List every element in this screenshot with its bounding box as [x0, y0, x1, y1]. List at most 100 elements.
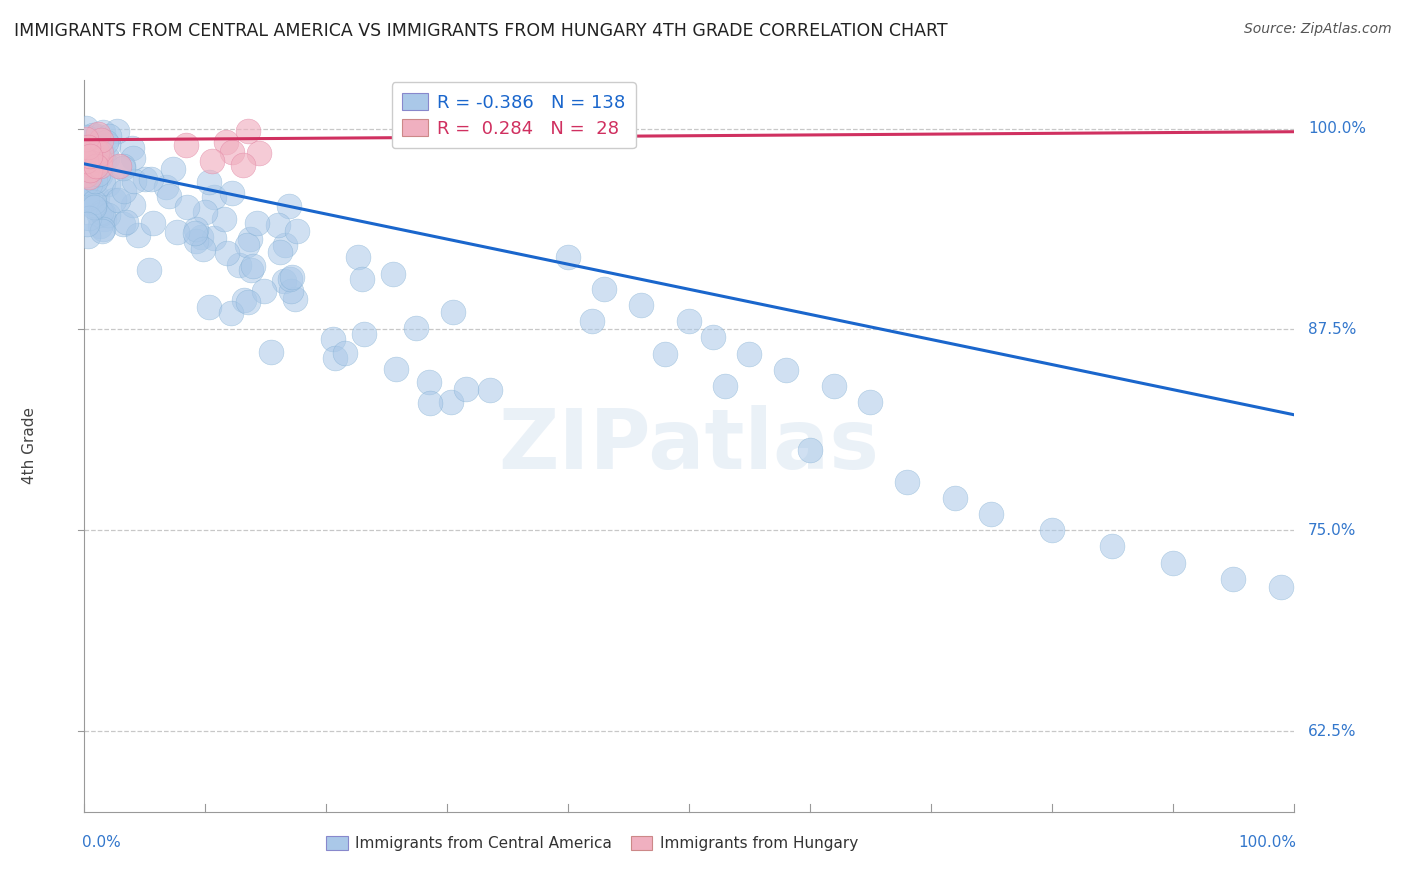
Point — [83, 200, 105, 214]
Point — [76, 154, 98, 169]
Point — [184, 222, 207, 236]
Point — [799, 443, 821, 458]
Point — [238, 295, 260, 310]
Point — [77, 211, 100, 226]
Point — [1222, 572, 1244, 586]
Point — [157, 189, 180, 203]
Point — [221, 145, 243, 160]
Point — [91, 176, 114, 190]
Point — [98, 128, 121, 143]
Point — [83, 198, 105, 212]
Point — [285, 224, 308, 238]
Point — [194, 205, 217, 219]
Text: 75.0%: 75.0% — [1308, 523, 1357, 538]
Point — [198, 301, 221, 315]
Point — [273, 274, 295, 288]
Point — [702, 330, 724, 344]
Point — [87, 167, 110, 181]
Point — [103, 194, 125, 208]
Point — [184, 226, 207, 240]
Point — [166, 225, 188, 239]
Point — [775, 362, 797, 376]
Point — [82, 159, 104, 173]
Point — [236, 124, 259, 138]
Point — [441, 305, 464, 319]
Point — [79, 178, 101, 192]
Point — [82, 128, 104, 142]
Point — [97, 177, 120, 191]
Point — [86, 128, 108, 143]
Point — [215, 135, 238, 149]
Point — [111, 159, 134, 173]
Point — [115, 215, 138, 229]
Point — [738, 346, 761, 360]
Point — [94, 135, 117, 149]
Point — [221, 305, 243, 319]
Point — [79, 163, 101, 178]
Point — [97, 208, 120, 222]
Point — [233, 293, 256, 308]
Point — [76, 192, 98, 206]
Point — [174, 138, 197, 153]
Point — [75, 136, 97, 150]
Point — [242, 259, 264, 273]
Point — [1270, 580, 1292, 594]
Point — [86, 189, 108, 203]
Point — [202, 230, 225, 244]
Point — [239, 263, 262, 277]
Point — [1161, 556, 1184, 570]
Point — [347, 250, 370, 264]
Point — [83, 195, 105, 210]
Text: ZIPatlas: ZIPatlas — [499, 406, 879, 486]
Point — [162, 162, 184, 177]
Point — [80, 150, 103, 164]
Point — [97, 138, 120, 153]
Point — [76, 190, 98, 204]
Point — [91, 221, 114, 235]
Text: 0.0%: 0.0% — [82, 835, 121, 850]
Text: 62.5%: 62.5% — [1308, 723, 1357, 739]
Point — [75, 168, 97, 182]
Point — [112, 161, 135, 175]
Point — [134, 172, 156, 186]
Point — [89, 208, 111, 222]
Point — [239, 232, 262, 246]
Point — [75, 159, 97, 173]
Point — [260, 344, 283, 359]
Point — [823, 378, 845, 392]
Point — [75, 145, 97, 159]
Point — [142, 216, 165, 230]
Point — [89, 153, 111, 167]
Point — [630, 298, 652, 312]
Point — [859, 394, 882, 409]
Point — [155, 179, 177, 194]
Text: 100.0%: 100.0% — [1308, 121, 1367, 136]
Point — [75, 132, 97, 146]
Point — [593, 282, 616, 296]
Point — [350, 272, 373, 286]
Point — [122, 174, 145, 188]
Point — [384, 361, 406, 376]
Point — [197, 175, 219, 189]
Point — [456, 382, 478, 396]
Point — [79, 161, 101, 175]
Point — [353, 327, 375, 342]
Point — [418, 375, 440, 389]
Point — [269, 245, 291, 260]
Point — [108, 159, 131, 173]
Point — [86, 127, 108, 141]
Text: 100.0%: 100.0% — [1237, 835, 1296, 850]
Point — [77, 140, 100, 154]
Point — [83, 142, 105, 156]
Point — [86, 144, 108, 158]
Point — [79, 157, 101, 171]
Point — [678, 314, 700, 328]
Point — [176, 200, 198, 214]
Point — [1040, 524, 1063, 538]
Point — [232, 158, 254, 172]
Point — [90, 204, 112, 219]
Point — [274, 237, 297, 252]
Point — [75, 130, 97, 145]
Point — [77, 229, 100, 244]
Point — [84, 159, 107, 173]
